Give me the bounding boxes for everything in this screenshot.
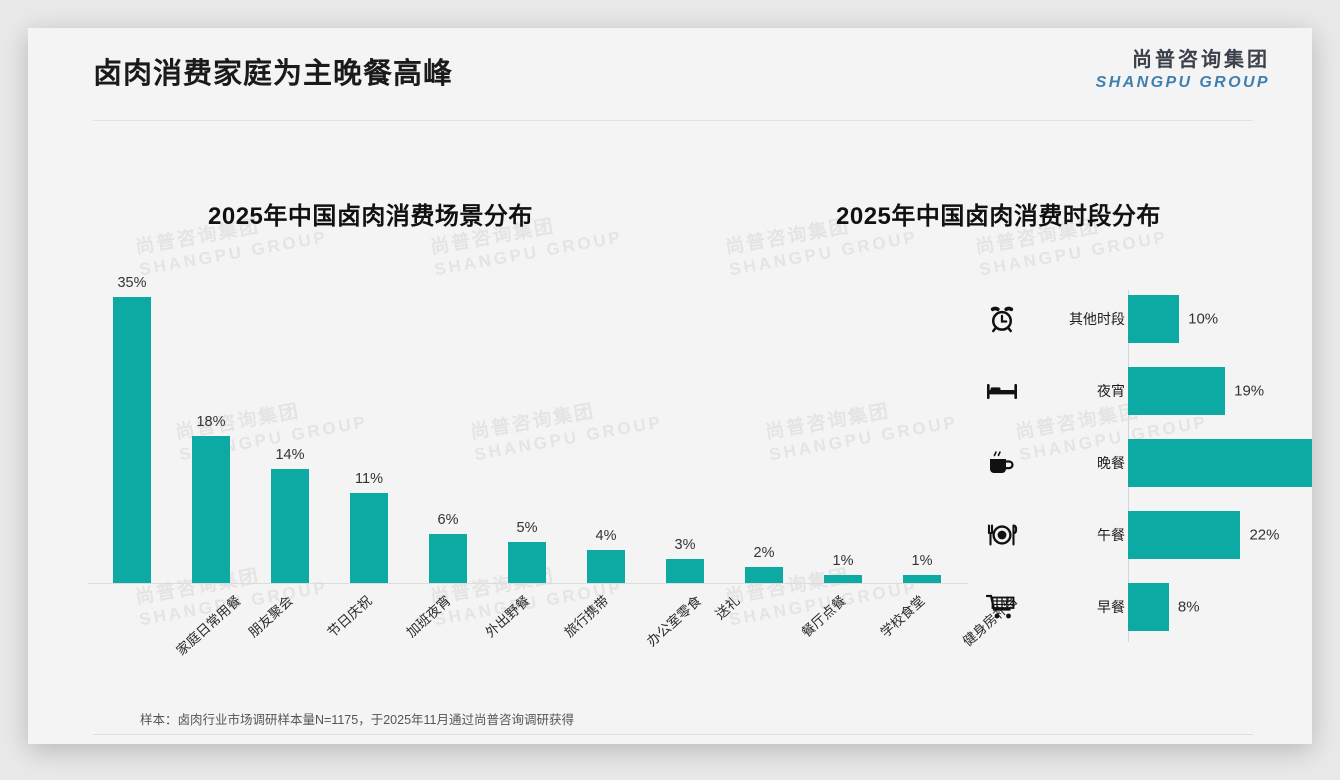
alarm-clock-icon (983, 300, 1021, 338)
bar[interactable] (508, 542, 546, 583)
scene-distribution-chart: 35% 18% 14% 11% 6% 5% 4% 3% 2% 1% 1% (88, 273, 941, 583)
bar[interactable] (587, 550, 625, 583)
x-axis-category-label: 家庭日常用餐 (173, 592, 244, 659)
plate-cutlery-icon (983, 516, 1021, 554)
x-axis-category-label: 朋友聚会 (245, 592, 296, 641)
bar[interactable] (1128, 439, 1312, 487)
bar-column: 4% (587, 273, 625, 583)
bar-column: 6% (429, 273, 467, 583)
bar-column: 2% (745, 273, 783, 583)
bar-value-label: 2% (753, 544, 775, 561)
time-bar-row: 其他时段 10% (973, 288, 1303, 350)
bar-value-label: 6% (437, 512, 459, 529)
time-distribution-chart: 其他时段 10% 夜宵 19% 晚餐41% 午餐 22% 早餐 8% (973, 288, 1312, 648)
x-axis-category-label: 节日庆祝 (324, 592, 375, 641)
x-axis-category-label: 办公室零食 (644, 592, 705, 650)
bar-column: 3% (666, 273, 704, 583)
bar-value-label: 11% (355, 471, 383, 488)
page-title: 卤肉消费家庭为主晚餐高峰 (93, 58, 454, 90)
bar-value-label: 22% (1249, 526, 1280, 544)
bar[interactable] (271, 468, 309, 583)
x-axis-category-label: 旅行携带 (561, 592, 612, 641)
bar[interactable] (1128, 583, 1169, 631)
bar[interactable] (192, 436, 230, 583)
bar[interactable] (1128, 367, 1226, 415)
slide-header: 卤肉消费家庭为主晚餐高峰 尚普咨询集团 SHANGPU GROUP (28, 28, 1312, 120)
header-divider (93, 120, 1253, 121)
bar[interactable] (429, 534, 467, 583)
hot-beverage-icon (983, 444, 1021, 482)
company-logo: 尚普咨询集团 SHANGPU GROUP (1096, 48, 1270, 93)
time-category-label: 其他时段 (1069, 311, 1125, 327)
logo-english-text: SHANGPU GROUP (1095, 74, 1270, 91)
footer-divider (93, 734, 1253, 735)
bar-value-label: 35% (117, 275, 147, 292)
bar-column: 18% (192, 273, 230, 583)
x-axis-category-label: 餐厅点餐 (798, 592, 849, 641)
left-chart-axis (88, 583, 968, 584)
sample-note: 样本：卤肉行业市场调研样本量N=1175，于2025年11月通过尚普咨询调研获得 (140, 713, 574, 727)
bar-column: 14% (271, 273, 309, 583)
bar[interactable] (824, 574, 862, 583)
bar[interactable] (1128, 511, 1241, 559)
time-bar-row: 午餐 22% (973, 504, 1303, 566)
bar[interactable] (1128, 295, 1180, 343)
bar-value-label: 8% (1177, 598, 1200, 616)
bar[interactable] (350, 493, 388, 583)
bar-column: 11% (350, 273, 388, 583)
bar[interactable] (666, 558, 704, 583)
bar-value-label: 1% (911, 552, 933, 569)
bed-icon (983, 372, 1021, 410)
logo-chinese-text: 尚普咨询集团 (1132, 49, 1270, 71)
bar-value-label: 10% (1188, 310, 1219, 328)
time-category-label: 午餐 (1097, 527, 1125, 543)
x-axis-category-label: 外出野餐 (482, 592, 533, 641)
x-axis-category-label: 送礼 (712, 592, 743, 623)
bar-value-label: 4% (595, 528, 617, 545)
time-bar-row: 晚餐41% (973, 432, 1312, 494)
x-axis-category-label: 加班夜宵 (403, 592, 454, 641)
time-bar-row: 夜宵 19% (973, 360, 1303, 422)
x-axis-category-label: 学校食堂 (877, 592, 928, 641)
time-category-label: 晚餐 (1097, 455, 1125, 471)
right-chart-title: 2025年中国卤肉消费时段分布 (836, 203, 1161, 230)
bar[interactable] (903, 574, 941, 583)
time-category-label: 夜宵 (1097, 383, 1125, 399)
bar[interactable] (745, 566, 783, 583)
shopping-cart-icon (983, 588, 1021, 626)
bar-column: 1% (903, 273, 941, 583)
bar-value-label: 14% (275, 446, 305, 463)
bar-column: 5% (508, 273, 546, 583)
bar-value-label: 18% (196, 414, 226, 431)
bar-value-label: 3% (674, 536, 696, 553)
time-bar-row: 早餐 8% (973, 576, 1303, 638)
bar-column: 35% (113, 273, 151, 583)
bar-value-label: 19% (1234, 382, 1265, 400)
bar[interactable] (113, 297, 151, 583)
bar-value-label: 1% (832, 552, 854, 569)
bar-column: 1% (824, 273, 862, 583)
bar-value-label: 5% (516, 520, 538, 537)
left-chart-title: 2025年中国卤肉消费场景分布 (208, 203, 533, 230)
time-category-label: 早餐 (1097, 599, 1125, 615)
slide-page: 尚普咨询集团 SHANGPU GROUP 尚普咨询集团 SHANGPU GROUP 尚普… (28, 28, 1312, 744)
